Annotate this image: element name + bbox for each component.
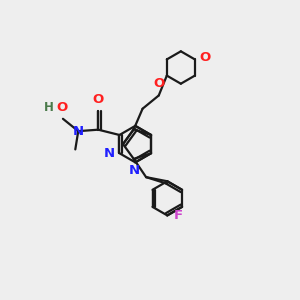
Text: O: O	[93, 93, 104, 106]
Text: H: H	[44, 101, 53, 114]
Text: O: O	[154, 77, 165, 91]
Text: N: N	[73, 125, 84, 138]
Text: N: N	[103, 147, 115, 160]
Text: F: F	[174, 209, 183, 222]
Text: O: O	[57, 101, 68, 114]
Text: N: N	[129, 164, 140, 177]
Text: O: O	[200, 51, 211, 64]
